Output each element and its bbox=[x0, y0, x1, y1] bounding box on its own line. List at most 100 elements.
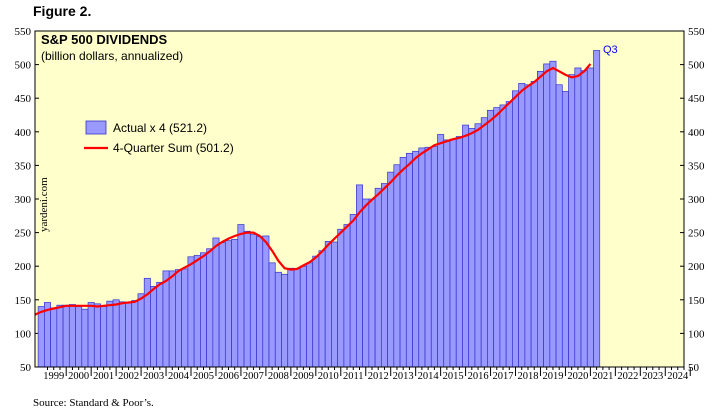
dividend-bar bbox=[93, 303, 101, 368]
y-tick-label-left: 500 bbox=[15, 60, 32, 72]
dividend-bar bbox=[100, 306, 108, 368]
plot-border bbox=[34, 30, 685, 368]
dividend-bar bbox=[306, 262, 314, 368]
dividend-bar bbox=[593, 50, 601, 368]
chart-title: S&P 500 DIVIDENDS bbox=[41, 32, 168, 47]
dividend-bar bbox=[112, 299, 120, 368]
dividend-bar bbox=[474, 123, 482, 368]
y-tick-label-right: 350 bbox=[688, 160, 705, 172]
y-tick-label-left: 300 bbox=[15, 194, 32, 206]
dividend-bar bbox=[399, 156, 407, 368]
dividend-bar bbox=[443, 139, 451, 368]
dividend-bar bbox=[393, 164, 401, 368]
q3-annotation: Q3 bbox=[603, 44, 618, 56]
dividend-bar bbox=[318, 250, 326, 368]
dividend-bar bbox=[106, 300, 114, 368]
dividend-bar bbox=[37, 306, 45, 368]
dividend-bar bbox=[156, 281, 164, 368]
x-tick-label: 2022 bbox=[617, 371, 638, 382]
y-tick-label-left: 150 bbox=[15, 295, 32, 307]
legend-bar-swatch bbox=[85, 120, 107, 135]
dividend-bar bbox=[200, 252, 207, 368]
dividend-bar bbox=[331, 241, 339, 368]
dividend-bar bbox=[181, 268, 189, 368]
y-axis-right: 50 100 150 200 250 300 350 400 450 500 550 bbox=[680, 26, 705, 374]
dividend-bar bbox=[168, 270, 176, 368]
dividend-bar bbox=[256, 236, 264, 368]
y-tick-label-right: 250 bbox=[688, 228, 705, 240]
dividend-bar bbox=[218, 242, 226, 368]
dividend-bar bbox=[487, 109, 495, 368]
x-tick-label: 2001 bbox=[93, 371, 114, 382]
legend-line-label: 4-Quarter Sum (501.2) bbox=[113, 141, 234, 155]
dividend-bar bbox=[499, 104, 507, 368]
dividend-bar bbox=[243, 230, 251, 368]
dividend-bar bbox=[530, 81, 538, 368]
dividend-bar bbox=[324, 240, 332, 368]
watermark: yardeni.com bbox=[38, 177, 50, 232]
x-tick-label: 2014 bbox=[418, 371, 440, 382]
y-tick-label-right: 100 bbox=[688, 328, 705, 340]
y-tick-label-left: 50 bbox=[20, 362, 32, 374]
dividend-bar bbox=[468, 128, 476, 368]
y-tick-label-right: 50 bbox=[688, 362, 700, 374]
dividend-bar bbox=[131, 300, 139, 368]
y-tick-label-right: 150 bbox=[688, 295, 705, 307]
dividend-bar bbox=[555, 84, 563, 368]
x-tick-label: 2000 bbox=[68, 371, 89, 382]
dividend-bar bbox=[580, 70, 588, 368]
x-axis: 1999 2000 2001 2002 2003 2004 2005 2006 2007 2008… bbox=[43, 367, 691, 382]
dividend-bar bbox=[293, 268, 301, 368]
x-tick-label: 2018 bbox=[517, 371, 538, 382]
dividend-bar bbox=[44, 302, 51, 368]
dividend-bar bbox=[187, 256, 195, 368]
x-tick-label: 2017 bbox=[493, 371, 514, 382]
dividend-bar bbox=[281, 273, 289, 368]
dividend-bar bbox=[50, 307, 58, 368]
x-tick-label: 2011 bbox=[343, 371, 364, 382]
dividend-bar bbox=[75, 306, 83, 368]
dividend-bar bbox=[586, 67, 594, 368]
dividend-bar bbox=[505, 101, 513, 368]
dividend-bar bbox=[412, 150, 420, 368]
dividend-bar bbox=[193, 255, 201, 368]
dividend-bar bbox=[206, 248, 214, 368]
dividend-bar bbox=[287, 267, 295, 368]
dividend-bar bbox=[56, 304, 64, 368]
dividend-bar bbox=[337, 228, 345, 368]
dividend-bar bbox=[224, 240, 232, 368]
y-tick-label-right: 400 bbox=[688, 127, 705, 139]
y-tick-label-right: 550 bbox=[688, 26, 705, 38]
x-tick-label: 2015 bbox=[443, 371, 464, 382]
dividend-bar bbox=[543, 63, 551, 368]
dividend-bar bbox=[430, 146, 438, 368]
figure-label: Figure 2. bbox=[33, 3, 92, 19]
x-tick-label: 2005 bbox=[193, 371, 214, 382]
x-tick-label: 2004 bbox=[168, 371, 190, 382]
chart-subtitle: (billion dollars, annualized) bbox=[41, 49, 183, 63]
dividend-bar bbox=[62, 304, 70, 368]
dividend-bar bbox=[162, 270, 170, 368]
dividend-bar bbox=[568, 74, 576, 368]
y-axis-left: 50 100 150 200 250 300 350 400 450 500 550 bbox=[15, 26, 39, 374]
dividend-bar bbox=[449, 138, 457, 368]
x-tick-label: 2002 bbox=[118, 371, 139, 382]
dividend-bar bbox=[349, 214, 357, 368]
dividend-bar bbox=[81, 308, 89, 368]
dividend-bar bbox=[374, 187, 382, 368]
dividend-bar bbox=[68, 304, 76, 368]
dividend-bar bbox=[524, 84, 532, 368]
dividend-bar bbox=[387, 171, 395, 368]
x-tick-label: 2023 bbox=[642, 371, 663, 382]
dividend-bar bbox=[125, 302, 133, 368]
y-tick-label-left: 400 bbox=[15, 127, 32, 139]
dividend-bar bbox=[380, 183, 388, 368]
dividend-bar bbox=[274, 271, 282, 368]
y-tick-label-right: 200 bbox=[688, 261, 705, 273]
x-tick-label: 2003 bbox=[143, 371, 164, 382]
x-tick-label: 2006 bbox=[218, 371, 239, 382]
x-tick-label: 1999 bbox=[43, 371, 64, 382]
dividend-bar bbox=[518, 83, 526, 368]
dividend-bar bbox=[437, 134, 445, 368]
